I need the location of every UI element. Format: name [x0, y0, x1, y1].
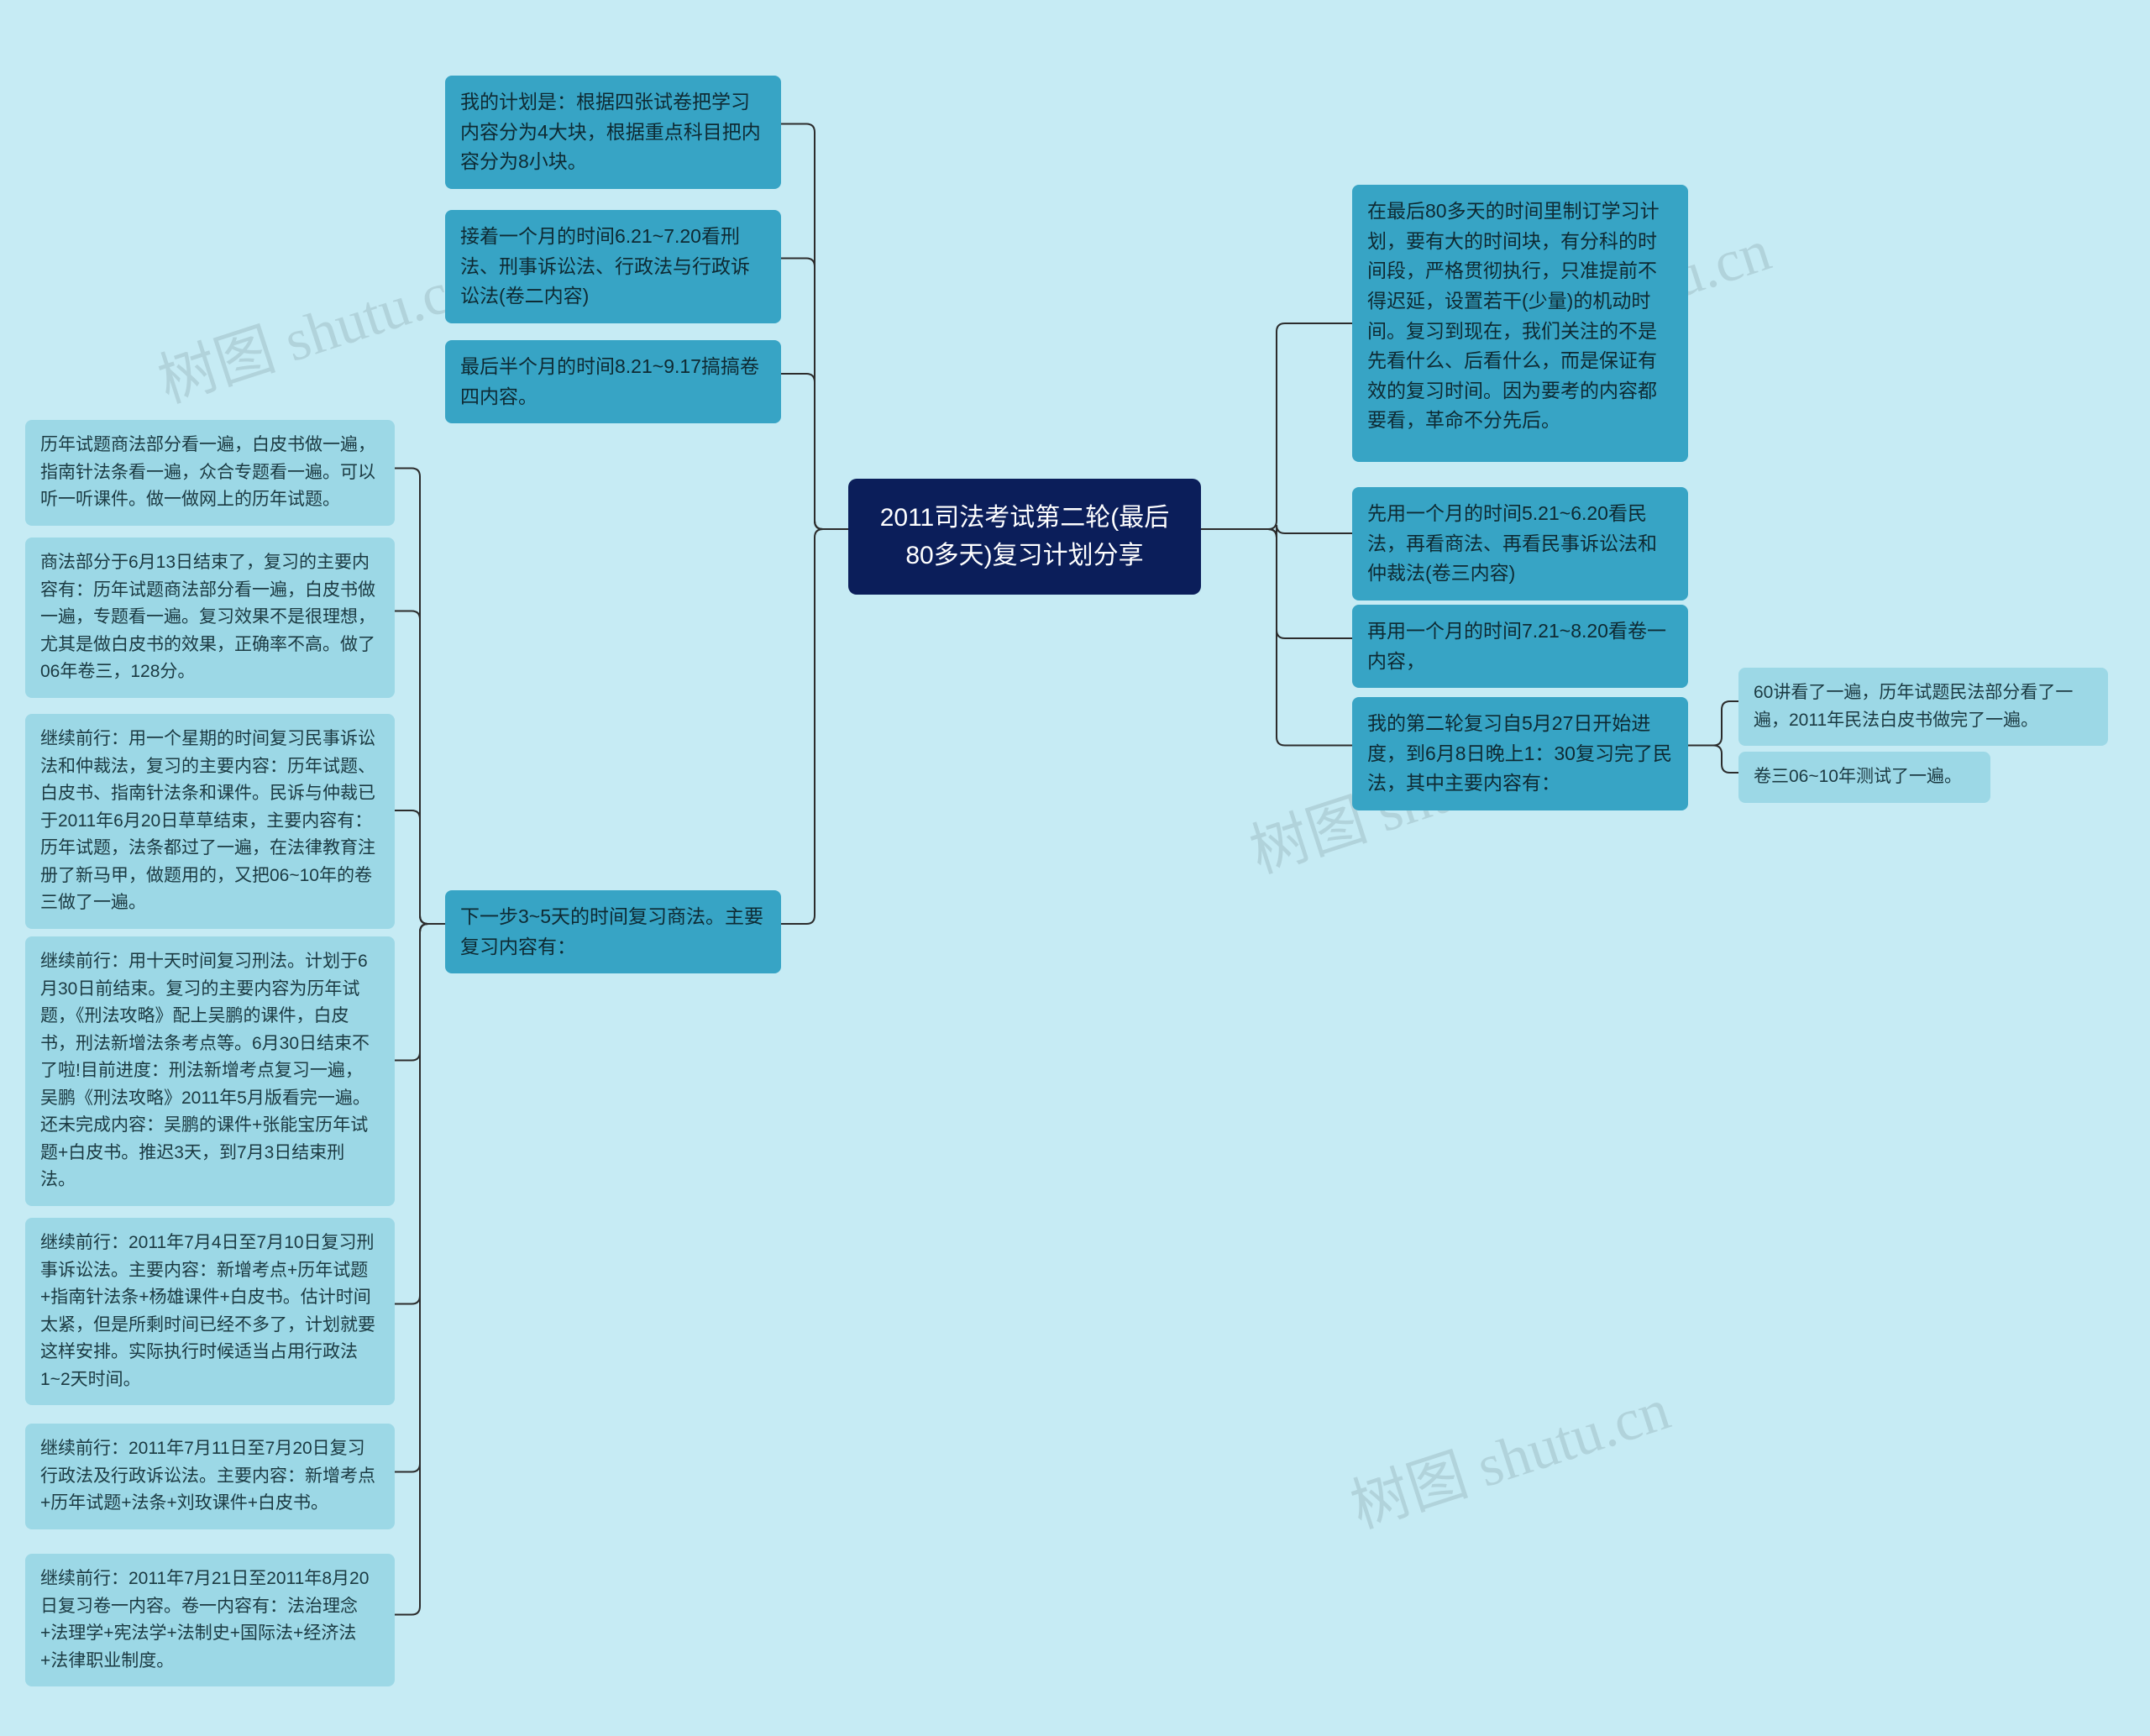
left-child-node[interactable]: 继续前行：2011年7月4日至7月10日复习刑事诉讼法。主要内容：新增考点+历年…: [25, 1218, 395, 1405]
right-child-node[interactable]: 卷三06~10年测试了一遍。: [1738, 752, 1990, 803]
root-node[interactable]: 2011司法考试第二轮(最后80多天)复习计划分享: [848, 479, 1201, 595]
left-child-node[interactable]: 继续前行：2011年7月11日至7月20日复习行政法及行政诉讼法。主要内容：新增…: [25, 1424, 395, 1529]
left-child-node[interactable]: 继续前行：用十天时间复习刑法。计划于6月30日前结束。复习的主要内容为历年试题，…: [25, 936, 395, 1206]
right-node[interactable]: 再用一个月的时间7.21~8.20看卷一内容，: [1352, 605, 1688, 688]
right-node[interactable]: 先用一个月的时间5.21~6.20看民法，再看商法、再看民事诉讼法和仲裁法(卷三…: [1352, 487, 1688, 601]
left-node[interactable]: 我的计划是：根据四张试卷把学习内容分为4大块，根据重点科目把内容分为8小块。: [445, 76, 781, 189]
watermark: 树图 shutu.cn: [1339, 1362, 1679, 1545]
right-node[interactable]: 我的第二轮复习自5月27日开始进度，到6月8日晚上1：30复习完了民法，其中主要…: [1352, 697, 1688, 810]
right-node[interactable]: 在最后80多天的时间里制订学习计划，要有大的时间块，有分科的时间段，严格贯彻执行…: [1352, 185, 1688, 462]
left-node[interactable]: 最后半个月的时间8.21~9.17搞搞卷四内容。: [445, 340, 781, 423]
left-child-node[interactable]: 历年试题商法部分看一遍，白皮书做一遍，指南针法条看一遍，众合专题看一遍。可以听一…: [25, 420, 395, 526]
left-child-node[interactable]: 商法部分于6月13日结束了，复习的主要内容有：历年试题商法部分看一遍，白皮书做一…: [25, 538, 395, 698]
right-child-node[interactable]: 60讲看了一遍，历年试题民法部分看了一遍，2011年民法白皮书做完了一遍。: [1738, 668, 2108, 746]
left-node[interactable]: 下一步3~5天的时间复习商法。主要复习内容有：: [445, 890, 781, 973]
left-child-node[interactable]: 继续前行：用一个星期的时间复习民事诉讼法和仲裁法，复习的主要内容：历年试题、白皮…: [25, 714, 395, 929]
mindmap-canvas: 树图 shutu.cn树图 shutu.cn树图 shutu.cn树图 shut…: [0, 0, 2150, 1736]
left-child-node[interactable]: 继续前行：2011年7月21日至2011年8月20日复习卷一内容。卷一内容有：法…: [25, 1554, 395, 1686]
watermark: 树图 shutu.cn: [146, 237, 486, 419]
left-node[interactable]: 接着一个月的时间6.21~7.20看刑法、刑事诉讼法、行政法与行政诉讼法(卷二内…: [445, 210, 781, 323]
